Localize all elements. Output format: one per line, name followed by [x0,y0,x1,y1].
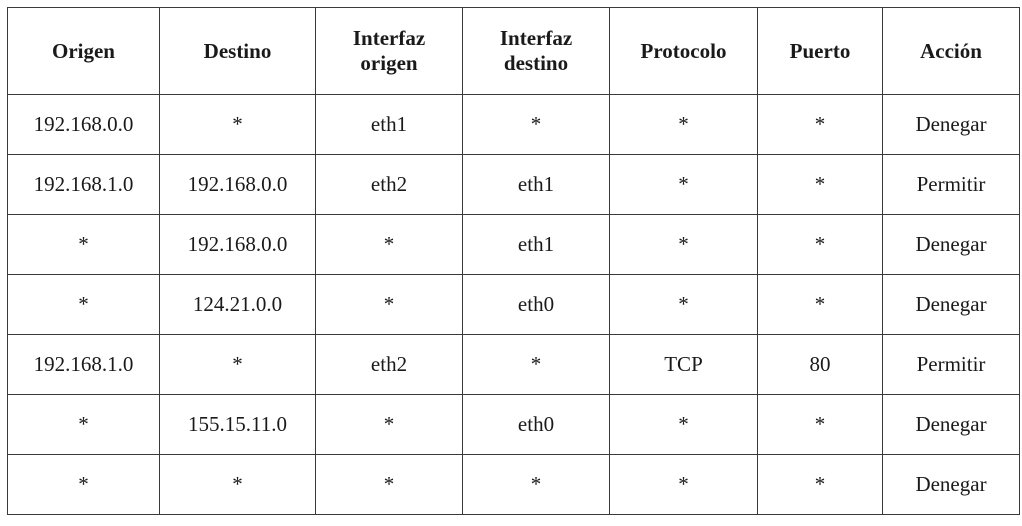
cell-accion: Permitir [882,154,1020,215]
cell-puerto: * [757,214,883,275]
header-accion: Acción [882,7,1020,95]
cell-protocolo: * [609,274,758,335]
cell-origen: 192.168.1.0 [7,154,160,215]
table-row: 192.168.0.0 * eth1 * * * Denegar [7,94,1020,155]
cell-protocolo: * [609,394,758,455]
cell-protocolo: * [609,94,758,155]
cell-destino: 192.168.0.0 [159,154,316,215]
header-row: Origen Destino Interfaz origen Interfaz … [7,7,1020,95]
cell-destino: * [159,334,316,395]
cell-destino: 192.168.0.0 [159,214,316,275]
cell-interfaz-destino: eth0 [462,394,610,455]
cell-puerto: * [757,454,883,515]
cell-puerto: * [757,154,883,215]
cell-interfaz-destino: eth1 [462,214,610,275]
cell-interfaz-origen: * [315,274,463,335]
cell-destino: 155.15.11.0 [159,394,316,455]
cell-origen: * [7,214,160,275]
cell-protocolo: TCP [609,334,758,395]
cell-origen: * [7,454,160,515]
cell-interfaz-origen: * [315,394,463,455]
cell-accion: Denegar [882,94,1020,155]
cell-destino: * [159,454,316,515]
cell-accion: Denegar [882,214,1020,275]
table-row: * * * * * * Denegar [7,454,1020,515]
cell-accion: Denegar [882,274,1020,335]
cell-interfaz-destino: eth1 [462,154,610,215]
header-destino: Destino [159,7,316,95]
cell-puerto: * [757,274,883,335]
table-row: * 192.168.0.0 * eth1 * * Denegar [7,214,1020,275]
cell-origen: 192.168.1.0 [7,334,160,395]
cell-accion: Permitir [882,334,1020,395]
cell-protocolo: * [609,154,758,215]
header-interfaz-destino: Interfaz destino [462,7,610,95]
table-row: 192.168.1.0 * eth2 * TCP 80 Permitir [7,334,1020,395]
table-row: * 124.21.0.0 * eth0 * * Denegar [7,274,1020,335]
cell-destino: * [159,94,316,155]
cell-interfaz-destino: * [462,94,610,155]
header-interfaz-origen: Interfaz origen [315,7,463,95]
cell-interfaz-destino: * [462,454,610,515]
cell-puerto: * [757,394,883,455]
firewall-rules-table: Origen Destino Interfaz origen Interfaz … [7,7,1020,515]
cell-puerto: * [757,94,883,155]
cell-interfaz-origen: eth2 [315,334,463,395]
header-puerto: Puerto [757,7,883,95]
cell-accion: Denegar [882,394,1020,455]
cell-origen: * [7,274,160,335]
cell-interfaz-destino: eth0 [462,274,610,335]
cell-destino: 124.21.0.0 [159,274,316,335]
header-origen: Origen [7,7,160,95]
cell-accion: Denegar [882,454,1020,515]
cell-puerto: 80 [757,334,883,395]
cell-origen: * [7,394,160,455]
cell-interfaz-origen: * [315,214,463,275]
table-row: 192.168.1.0 192.168.0.0 eth2 eth1 * * Pe… [7,154,1020,215]
cell-interfaz-destino: * [462,334,610,395]
cell-protocolo: * [609,214,758,275]
cell-interfaz-origen: eth2 [315,154,463,215]
cell-origen: 192.168.0.0 [7,94,160,155]
cell-interfaz-origen: * [315,454,463,515]
header-protocolo: Protocolo [609,7,758,95]
table-row: * 155.15.11.0 * eth0 * * Denegar [7,394,1020,455]
cell-interfaz-origen: eth1 [315,94,463,155]
cell-protocolo: * [609,454,758,515]
